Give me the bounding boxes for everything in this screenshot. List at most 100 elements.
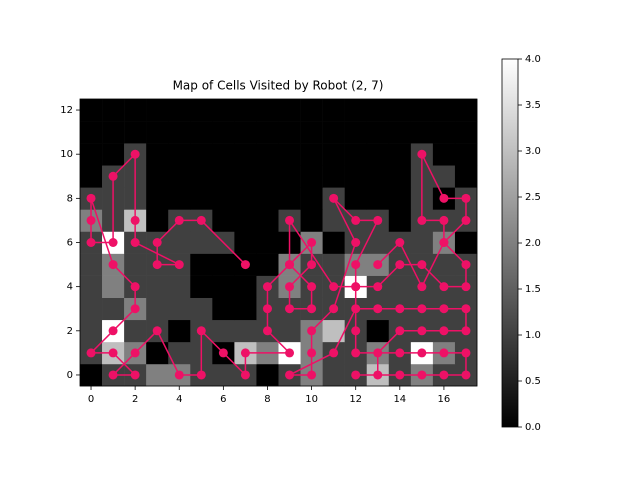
cell [146,143,169,166]
path-point [461,193,471,203]
cell [212,143,235,166]
path-point [108,348,118,358]
cell [146,275,169,298]
cell [322,99,345,122]
chart-title: Map of Cells Visited by Robot (2, 7) [173,79,384,93]
cell [388,99,412,122]
cell [190,187,213,210]
path-point [307,326,317,336]
cell [256,231,279,254]
path-point [461,326,471,336]
cell [168,319,191,343]
path-point [108,171,118,181]
y-tick-label: 4 [67,282,73,293]
cell [212,297,235,321]
cell [212,187,235,210]
cell [366,319,390,343]
path-point [174,260,184,270]
cell [256,363,279,387]
colorbar-tick-label: 2.0 [525,238,541,249]
path-point [130,304,140,314]
path-point [262,282,272,292]
path-point [439,370,449,380]
cell [146,209,169,232]
cell [300,209,323,232]
cell [102,99,125,122]
x-tick-label: 6 [220,394,226,405]
cell [322,121,345,144]
path-point [373,215,383,225]
path-point [461,260,471,270]
path-point [351,326,361,336]
cell [300,121,323,144]
path-point [285,215,295,225]
cell [322,165,345,188]
cell [146,297,169,321]
cell [234,275,257,298]
cell [366,165,390,188]
cell [80,319,103,343]
cell [454,99,478,122]
y-tick-label: 2 [67,326,73,337]
path-point [108,370,118,380]
x-tick-label: 16 [438,394,451,405]
cell [234,99,257,122]
cell [322,363,345,387]
y-tick-label: 8 [67,193,73,204]
cell [388,275,412,298]
cell [212,99,235,122]
cell [168,297,191,321]
path-point [439,282,449,292]
path-point [307,260,317,270]
path-point [262,304,272,314]
path-point [329,193,339,203]
cell [124,99,147,122]
cell [454,231,478,254]
path-point [351,370,361,380]
cell [278,99,301,122]
cell [256,99,279,122]
path-point [307,348,317,358]
colorbar-tick-label: 3.0 [525,146,541,157]
cell [388,209,412,232]
path-point [373,260,383,270]
path-point [86,238,96,247]
cell [168,143,191,166]
cell [124,253,147,276]
path-point [108,326,118,336]
cell [322,231,345,254]
path-point [373,282,383,292]
path-point [417,304,427,314]
cell [344,143,368,166]
path-point [373,304,383,314]
cell [234,187,257,210]
path-point [285,282,295,292]
colorbar-tick-label: 0.0 [525,422,541,433]
cell [432,253,456,276]
path-point [395,238,405,247]
path-point [86,215,96,225]
cell [410,121,434,144]
cell [366,231,390,254]
cell [190,297,213,321]
path-point [373,370,383,380]
cell [212,165,235,188]
cell [278,165,301,188]
cell [300,99,323,122]
cell [168,231,191,254]
path-point [174,370,184,380]
path-point [108,238,118,247]
path-point [130,215,140,225]
x-tick-label: 12 [349,394,362,405]
path-point [285,348,295,358]
cell [278,187,301,210]
cell [278,121,301,144]
path-point [174,215,184,225]
cell [366,121,390,144]
cell [168,121,191,144]
cell [388,187,412,210]
path-point [130,149,140,159]
cell [278,319,301,343]
path-point [417,215,427,225]
path-point [461,304,471,314]
